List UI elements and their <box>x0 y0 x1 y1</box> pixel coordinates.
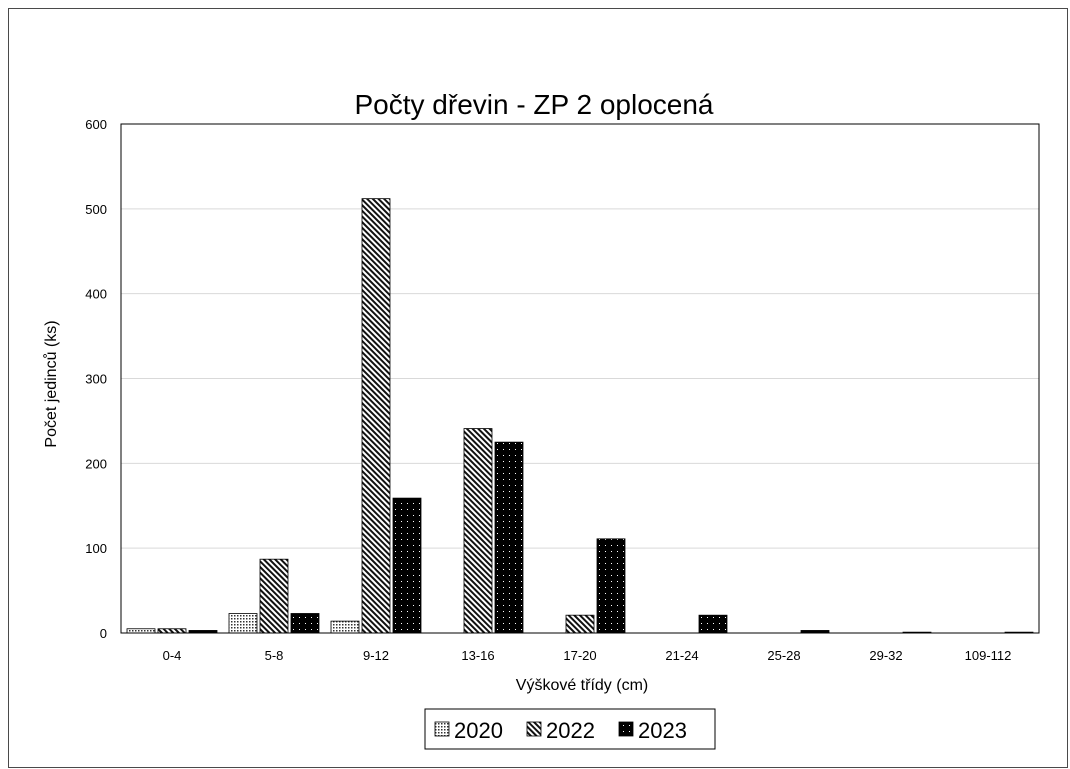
y-tick-label: 0 <box>100 626 107 641</box>
y-tick-label: 600 <box>85 117 107 132</box>
legend-label-2022: 2022 <box>546 718 595 743</box>
bar-2023-21-24 <box>698 614 728 634</box>
x-tick-label: 109-112 <box>965 648 1012 663</box>
y-tick-label: 400 <box>85 287 107 302</box>
x-tick-label: 25-28 <box>767 648 800 663</box>
chart-title: Počty dřevin - ZP 2 oplocená <box>354 89 713 120</box>
x-tick-label: 9-12 <box>363 648 389 663</box>
legend-label-2023: 2023 <box>638 718 687 743</box>
y-tick-labels: 0 100 200 300 400 500 600 <box>85 117 107 641</box>
bar-2023-9-12 <box>392 497 422 634</box>
legend-swatch-2020 <box>434 721 450 737</box>
bar-2023-13-16 <box>494 441 524 634</box>
y-tick-label: 300 <box>85 372 107 387</box>
x-tick-labels: 0-4 5-8 9-12 13-16 17-20 21-24 25-28 29-32 109-1… <box>163 648 1012 663</box>
x-tick-label: 17-20 <box>563 648 596 663</box>
bar-2022-9-12 <box>361 198 391 634</box>
x-axis-label: Výškové třídy (cm) <box>516 677 648 694</box>
bar-2022-5-8 <box>259 558 289 634</box>
bar-2023-5-8 <box>290 613 320 634</box>
bar-2023-17-20 <box>596 538 626 634</box>
bar-2022-0-4 <box>157 628 187 634</box>
legend-swatch-2023 <box>618 721 634 737</box>
y-tick-label: 500 <box>85 202 107 217</box>
bar-2020-0-4 <box>126 628 156 634</box>
bar-2020-9-12 <box>330 620 360 634</box>
gridlines <box>121 208 1039 549</box>
bar-2022-17-20 <box>565 614 595 634</box>
legend-swatch-2022 <box>526 721 542 737</box>
legend-box <box>424 708 716 750</box>
bar-2020-5-8 <box>228 613 258 634</box>
x-tick-label: 0-4 <box>163 648 182 663</box>
legend: 2020 2022 2023 <box>424 708 716 750</box>
x-tick-label: 29-32 <box>869 648 902 663</box>
bar-chart: Počty dřevin - ZP 2 oplocená Počet jedin… <box>42 89 1040 750</box>
y-axis-label: Počet jedinců (ks) <box>42 320 60 447</box>
x-tick-label: 5-8 <box>265 648 284 663</box>
chart-frame: Počty dřevin - ZP 2 oplocená Počet jedin… <box>8 8 1068 768</box>
plot-area-border <box>120 123 1040 634</box>
bars <box>126 198 1034 634</box>
bar-2022-13-16 <box>463 428 493 634</box>
x-tick-label: 13-16 <box>461 648 494 663</box>
x-tick-label: 21-24 <box>665 648 698 663</box>
legend-label-2020: 2020 <box>454 718 503 743</box>
y-tick-label: 100 <box>85 541 107 556</box>
y-tick-label: 200 <box>85 456 107 471</box>
